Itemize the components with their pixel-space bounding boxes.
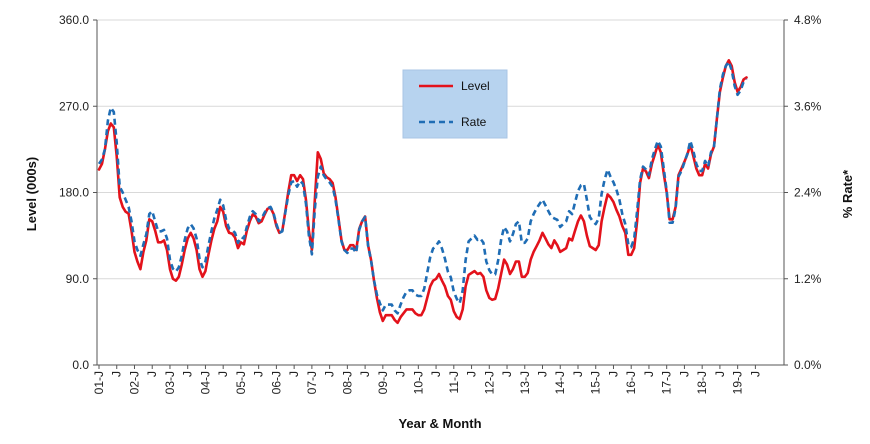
tick-labels: 0.0 0.0% 90.0 1.2% 180.0 2.4% 270.0 3.6% 360.0 4.… [59,13,822,394]
y-left-tick-label: 270.0 [59,99,89,113]
x-axis-title: Year & Month [398,416,481,431]
legend-box [402,69,508,139]
y-left-tick-label: 0.0 [72,358,89,372]
x-tick-label: 07-J [305,371,319,394]
x-tick-label: J [713,371,727,377]
y-left-tick-label: 180.0 [59,186,89,200]
x-tick-label: J [394,371,408,377]
legend: Level Rate [402,69,508,139]
y-right-tick-label: 4.8% [794,13,822,27]
x-tick-label: J [252,371,266,377]
y-axis-right-title: % Rate* [840,169,855,218]
series [97,58,748,325]
x-tick-label: 05-J [234,371,248,394]
series-line-rate [97,60,748,315]
axes [93,19,788,369]
x-tick-label: J [500,371,514,377]
x-tick-label: 15-J [589,371,603,394]
x-tick-label: 18-J [695,371,709,394]
y-axis-left-title: Level (000s) [24,157,39,231]
x-tick-label: J [642,371,656,377]
y-right-tick-label: 2.4% [794,186,822,200]
x-tick-label: 01-J [92,371,106,394]
x-tick-label: J [465,371,479,377]
x-tick-label: J [181,371,195,377]
x-tick-label: 10-J [411,371,425,394]
y-left-tick-label: 360.0 [59,13,89,27]
x-tick-label: 09-J [376,371,390,394]
x-tick-label: J [571,371,585,377]
x-tick-label: J [748,371,762,377]
x-tick-label: 17-J [660,371,674,394]
x-tick-label: 08-J [340,371,354,394]
y-right-tick-label: 3.6% [794,99,822,113]
x-tick-label: 06-J [269,371,283,394]
x-tick-label: 19-J [731,371,745,394]
x-tick-label: J [677,371,691,377]
x-tick-label: 02-J [127,371,141,394]
x-tick-label: J [110,371,124,377]
y-right-tick-label: 0.0% [794,358,822,372]
y-left-tick-label: 90.0 [66,272,90,286]
legend-label-level: Level [461,79,490,93]
gridlines [97,19,784,280]
x-tick-label: J [606,371,620,377]
x-tick-label: 04-J [198,371,212,394]
x-tick-label: 12-J [482,371,496,394]
x-tick-label: J [536,371,550,377]
x-tick-label: 11-J [447,371,461,393]
x-tick-label: J [429,371,443,377]
x-tick-label: 14-J [553,371,567,394]
legend-label-rate: Rate [461,115,487,129]
x-tick-label: J [287,371,301,377]
x-tick-label: J [358,371,372,377]
x-tick-label: J [323,371,337,377]
x-tick-label: 16-J [624,371,638,394]
y-right-tick-label: 1.2% [794,272,822,286]
x-tick-label: 03-J [163,371,177,394]
x-tick-label: J [216,371,230,377]
x-tick-label: J [145,371,159,377]
x-tick-label: 13-J [518,371,532,394]
